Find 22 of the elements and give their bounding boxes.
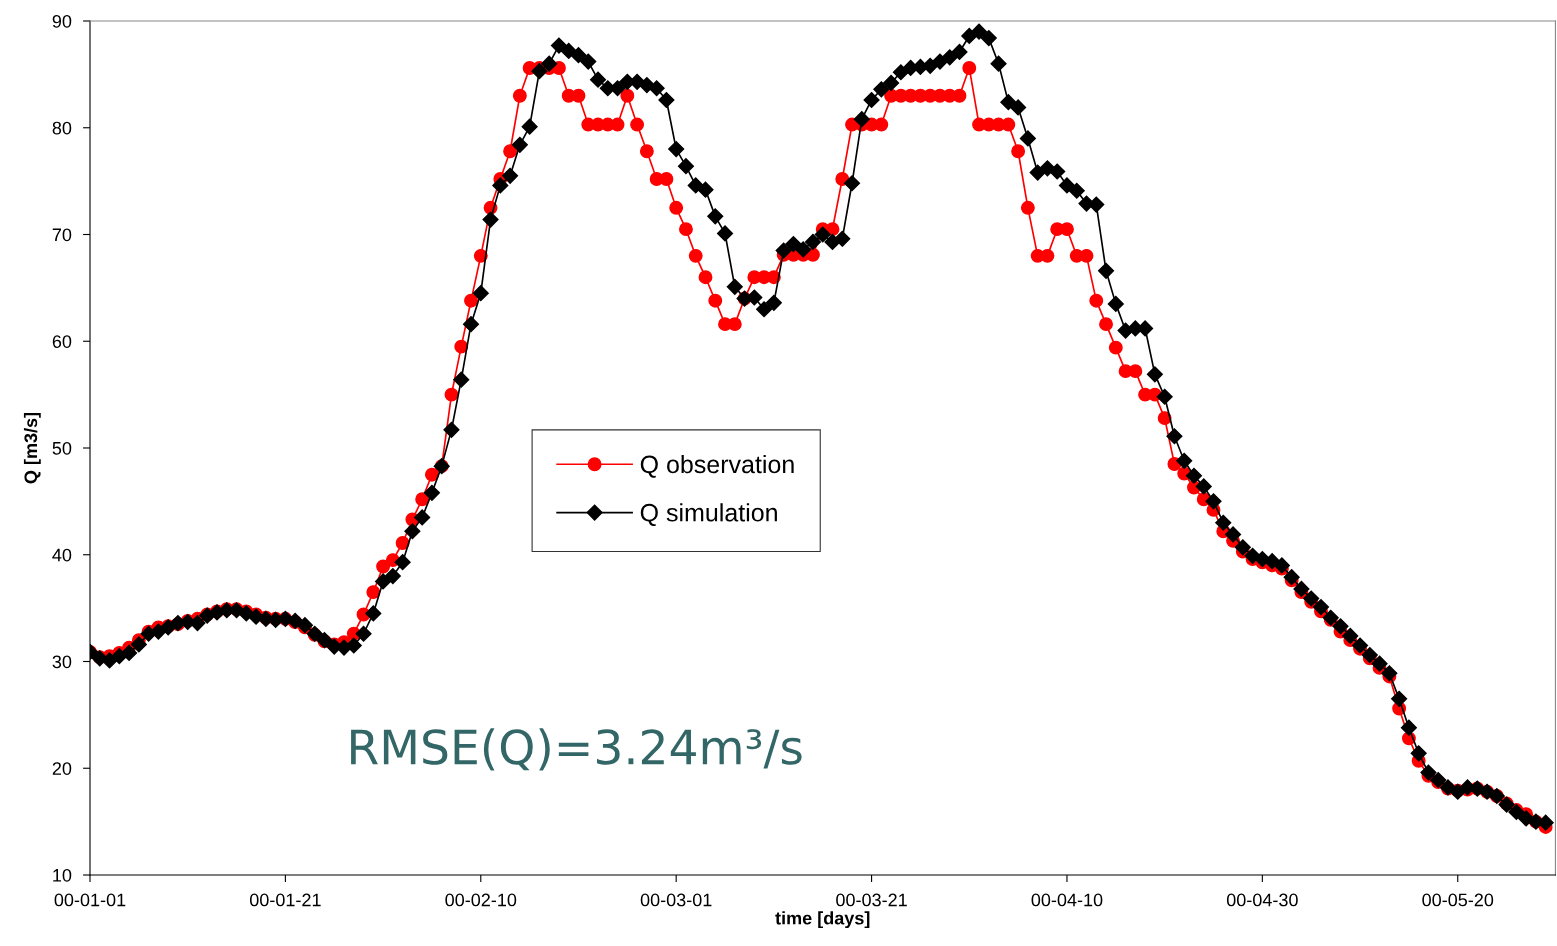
- legend-label: Q simulation: [640, 503, 777, 527]
- y-tick-label: 30: [52, 655, 72, 669]
- y-tick-label: 40: [52, 548, 72, 562]
- y-tick-label: 70: [52, 228, 72, 242]
- y-tick-label: 50: [52, 441, 72, 455]
- x-tick-label: 00-04-30: [1226, 893, 1298, 907]
- x-tick-label: 00-02-10: [445, 893, 517, 907]
- annotation: RMSE(Q)=3.24m³/s: [351, 728, 802, 771]
- x-tick-label: 00-04-10: [1031, 893, 1103, 907]
- legend-label: Q observation: [640, 454, 794, 478]
- y-tick-label: 10: [53, 868, 72, 882]
- x-tick-label: 00-03-01: [640, 893, 712, 907]
- y-axis-title: Q [m3/s]: [23, 412, 41, 484]
- y-tick-label: 60: [52, 335, 72, 348]
- x-tick-label: 00-03-21: [836, 893, 907, 907]
- y-tick-label: 80: [52, 121, 72, 135]
- y-tick-label: 90: [52, 14, 72, 28]
- x-axis-title: time [days]: [775, 911, 870, 929]
- x-tick-label: 00-05-20: [1422, 893, 1494, 907]
- x-tick-label: 00-01-21: [249, 893, 321, 907]
- y-tick-label: 20: [52, 762, 72, 775]
- x-tick-label: 00-01-01: [54, 893, 126, 907]
